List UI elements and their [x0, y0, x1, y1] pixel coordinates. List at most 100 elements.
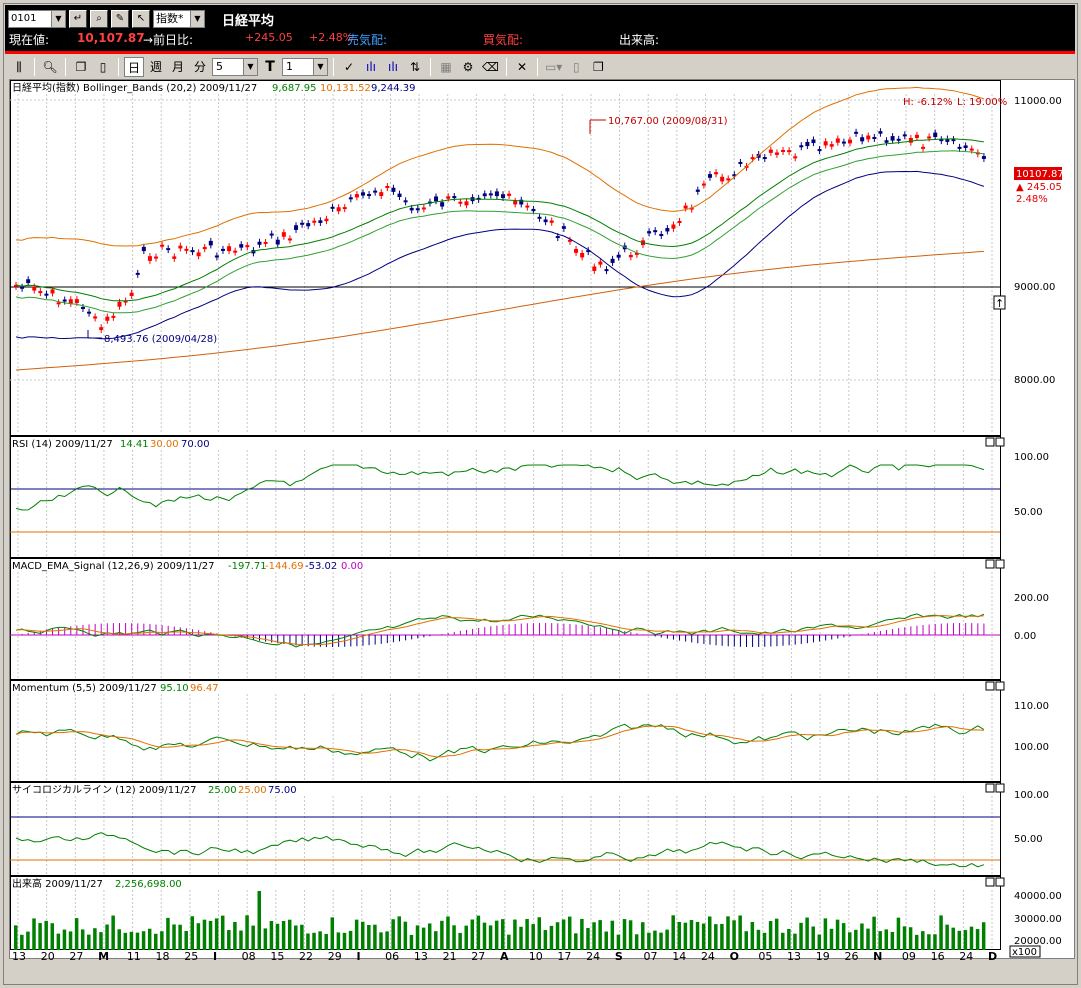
y-label: 0.00	[1014, 631, 1036, 642]
chevron-down-icon[interactable]: ▼	[190, 11, 204, 27]
t-select[interactable]: 1 ▼	[282, 58, 328, 76]
copy-icon[interactable]: ❐	[75, 60, 87, 74]
volume-bar	[99, 932, 103, 950]
close-icon	[995, 877, 1005, 887]
candle-body	[488, 193, 493, 196]
volume-bar	[659, 932, 663, 950]
interval-value: 5	[216, 60, 223, 73]
chart-canvas[interactable]: 日経平均(指数) Bollinger_Bands (20,2) 2009/11/…	[9, 79, 1076, 963]
volume-bar	[872, 916, 876, 950]
x-axis-label: 20	[41, 950, 55, 960]
volume-bar	[513, 919, 517, 950]
price-tag: 10107.87	[1016, 169, 1064, 180]
volume-bar	[421, 927, 426, 950]
volume-bar	[160, 931, 164, 950]
volume-bar	[592, 922, 596, 950]
arrow-up-icon[interactable]: ↑	[995, 297, 1004, 310]
export-icon[interactable]: ❐	[592, 60, 604, 74]
period-minute-button[interactable]: 分	[193, 60, 206, 74]
candle-body	[184, 248, 189, 251]
chevron-down-icon[interactable]: ▼	[243, 59, 257, 75]
volume-bar	[440, 920, 444, 950]
candle-body	[123, 300, 128, 303]
sell-quote-label: 売気配:	[347, 33, 388, 47]
period-day-button[interactable]: 日	[124, 57, 144, 77]
volume-bar	[701, 923, 706, 950]
header-divider	[5, 51, 1075, 54]
enter-icon[interactable]: ↵	[69, 10, 87, 28]
candle-body	[154, 256, 159, 259]
volume-bar	[750, 922, 755, 950]
updown-icon[interactable]: ⇅	[409, 60, 421, 74]
volume-bar	[312, 932, 316, 950]
candle-body	[854, 131, 859, 134]
quote-header: 0101 ▼ ↵ ⌕ ✎ ↖ 指数* ▼ 日経平均 現在値: 10,107.87…	[5, 5, 1075, 51]
y-label: 100.00	[1014, 790, 1049, 801]
main-legend-v2: 10,131.52	[320, 83, 371, 94]
candle-body	[446, 196, 451, 199]
settings-icon[interactable]: ⚙	[462, 60, 474, 74]
volume-bar	[74, 918, 79, 950]
chevron-down-icon[interactable]: ▼	[313, 59, 327, 75]
close-icon	[995, 681, 1005, 691]
candle-body	[580, 252, 585, 258]
search-icon[interactable]: ⌕	[90, 10, 108, 28]
candle-body	[817, 149, 822, 152]
t-button[interactable]: T	[265, 59, 275, 75]
zoom-icon[interactable]: 🔍︎	[42, 60, 58, 74]
candle-body	[452, 196, 457, 199]
bar-tool-icon[interactable]: ılı	[365, 60, 376, 74]
volume-bar	[908, 927, 913, 950]
code-input[interactable]: 0101 ▼	[8, 10, 66, 28]
volume-bar	[677, 921, 682, 950]
volume-bar	[671, 915, 675, 950]
edit-icon[interactable]: ✎	[111, 10, 129, 28]
grid-icon[interactable]: ▦	[440, 60, 452, 74]
momentum-v2: 96.47	[190, 683, 219, 694]
volume-bar	[975, 929, 980, 950]
candle-body	[306, 223, 311, 227]
volume-bar	[707, 916, 712, 950]
period-week-button[interactable]: 週	[149, 60, 162, 74]
price-pct: 2.48%	[1016, 194, 1048, 205]
candle-body	[354, 194, 359, 198]
x-axis-label: 07	[644, 950, 658, 960]
main-legend-name: 日経平均(指数) Bollinger_Bands (20,2) 2009/11/…	[12, 81, 257, 94]
rsi-v3: 70.00	[181, 439, 210, 450]
chevron-down-icon[interactable]: ▼	[51, 11, 65, 27]
bar-tool-2-icon[interactable]: ılı	[387, 60, 398, 74]
volume-bar	[543, 930, 548, 950]
minimize-icon	[985, 783, 995, 793]
doc-icon[interactable]: ▯	[573, 60, 580, 74]
main-legend-v1: 9,687.95	[272, 83, 317, 94]
candle-body	[768, 149, 773, 153]
high-pct-label: H: -6.12%	[903, 97, 952, 108]
line-tool-icon[interactable]: ✓	[343, 60, 355, 74]
y-label: 50.00	[1014, 834, 1043, 845]
cursor-icon[interactable]: ↖	[132, 10, 150, 28]
candle-body	[501, 194, 505, 198]
volume-bar	[38, 923, 42, 950]
bollinger-lower	[15, 170, 985, 340]
volume-v1: 2,256,698.00	[115, 879, 182, 890]
chart-svg[interactable]: 日経平均(指数) Bollinger_Bands (20,2) 2009/11/…	[10, 80, 1076, 963]
x-axis-label: D	[988, 950, 997, 960]
candle-body	[957, 146, 962, 149]
close-icon[interactable]: ✕	[516, 60, 527, 74]
period-month-button[interactable]: 月	[171, 60, 184, 74]
window-icon[interactable]: ▭▾	[544, 60, 563, 74]
volume-bar	[549, 925, 554, 950]
volume-bar	[847, 932, 852, 950]
paste-icon[interactable]: ▯	[99, 60, 107, 74]
candle-body	[385, 186, 390, 189]
candle-type-icon[interactable]: ⫼	[16, 60, 22, 74]
interval-select[interactable]: 5 ▼	[212, 58, 258, 76]
volume-bar	[123, 932, 128, 950]
volume-bar	[781, 932, 785, 950]
scroll-top-button[interactable]	[993, 295, 1006, 310]
volume-bar	[744, 931, 748, 950]
volume-bar	[695, 921, 700, 950]
candle-body	[787, 150, 792, 153]
eraser-icon[interactable]: ⌫	[482, 60, 499, 74]
index-select[interactable]: 指数* ▼	[153, 10, 205, 28]
